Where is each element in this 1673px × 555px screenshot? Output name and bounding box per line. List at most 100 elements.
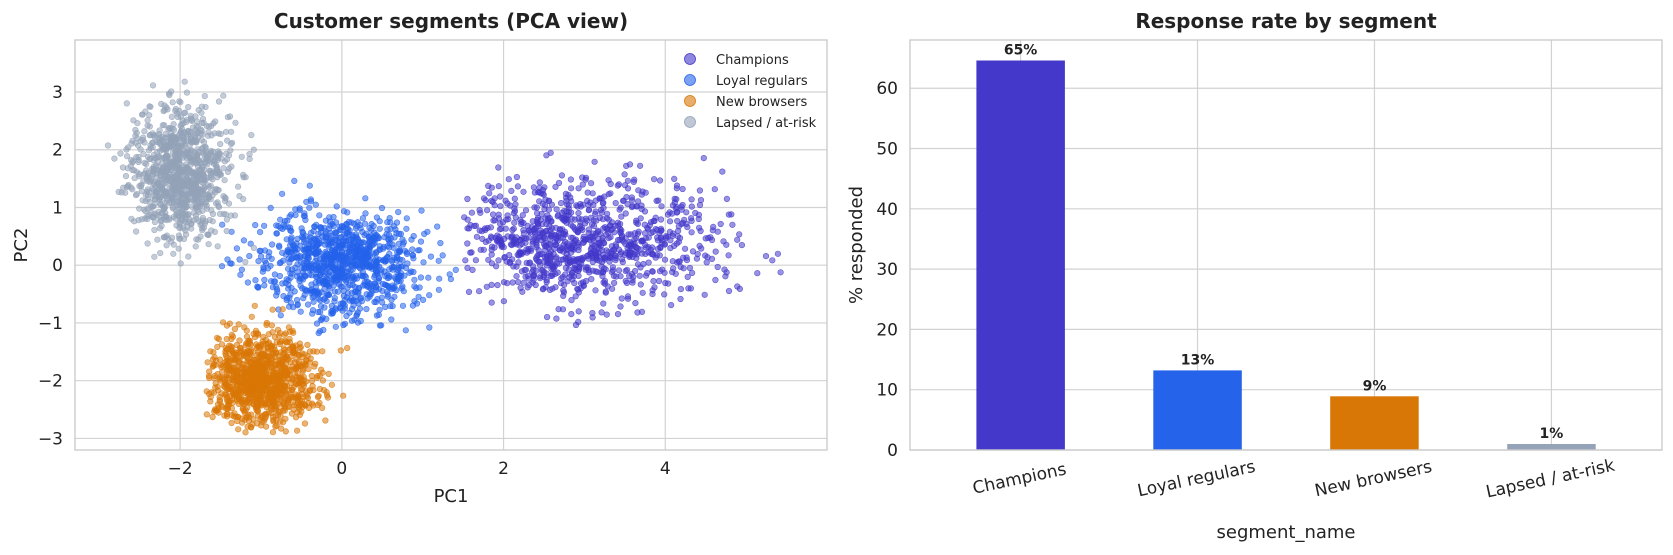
scatter-point [636,272,643,279]
scatter-point [304,254,311,261]
scatter-point [464,216,471,223]
scatter-point [337,304,344,311]
scatter-point [343,278,350,286]
scatter-point [597,206,605,213]
scatter-point [277,377,284,384]
scatter-point [150,203,157,210]
bar-panel: 0 10 20 30 40 50 60 Champions Loyal regulars New… [846,9,1663,543]
scatter-point [540,272,548,279]
scatter-point [362,210,369,217]
scatter-point [223,227,230,235]
scatter-point [592,210,599,217]
scatter-point [673,196,680,203]
scatter-point [446,271,453,278]
scatter-point [192,243,199,250]
scatter-point [725,287,733,295]
scatter-x-ticks: −2 0 2 4 [168,459,671,479]
scatter-point [276,330,284,337]
scatter-point [211,354,218,361]
scatter-point [287,359,294,366]
bar-data-label: 1% [1540,426,1564,442]
scatter-point [603,247,610,254]
scatter-point [123,146,130,153]
scatter-point [514,279,522,286]
scatter-point [159,122,166,129]
scatter-point [362,195,369,202]
legend-marker [684,95,696,107]
scatter-point [146,132,153,139]
scatter-point [536,179,543,186]
scatter-point [435,257,442,264]
scatter-point [248,313,255,320]
scatter-point [549,285,556,292]
scatter-point [236,337,243,344]
scatter-point [512,237,519,244]
scatter-point [696,201,704,209]
scatter-point [261,257,268,265]
scatter-point [357,225,364,232]
scatter-point [452,266,459,274]
scatter-point [671,175,678,182]
scatter-point [301,291,308,298]
scatter-point [605,191,612,198]
scatter-point [365,234,373,241]
scatter-point [552,183,559,190]
scatter-point [408,236,415,243]
scatter-point [368,221,375,228]
scatter-point [203,411,210,418]
scatter-point [162,233,169,241]
scatter-y-tick-label: −1 [38,314,63,334]
scatter-point [160,155,168,162]
scatter-point [174,144,181,151]
scatter-point [311,293,318,300]
scatter-point [536,275,544,282]
scatter-point [232,119,239,126]
scatter-point [147,145,154,152]
scatter-point [701,291,708,298]
scatter-point [286,213,293,220]
scatter-point [215,148,222,155]
scatter-point [344,209,351,216]
scatter-point [636,162,644,169]
scatter-point [316,372,323,379]
scatter-point [214,243,221,250]
scatter-point [209,413,216,421]
scatter-point [348,317,356,324]
scatter-point [154,236,161,243]
scatter-point [619,259,626,266]
scatter-point [132,126,139,134]
scatter-point [198,109,205,116]
scatter-point [418,207,425,214]
scatter-point [688,229,695,236]
scatter-point [591,247,598,254]
scatter-point [658,227,665,234]
scatter-point [348,289,356,297]
scatter-point [256,357,263,364]
scatter-point [294,427,301,434]
scatter-point [349,306,356,313]
scatter-point [647,219,655,226]
scatter-point [359,273,366,280]
scatter-point [210,349,217,356]
scatter-point [490,211,497,218]
scatter-point [376,246,383,253]
scatter-point [352,251,359,258]
scatter-point [520,230,528,237]
scatter-point [645,234,652,241]
legend-label: Champions [716,53,789,68]
scatter-point [434,223,441,230]
scatter-point [386,274,393,281]
scatter-point [246,155,253,162]
scatter-point [522,207,530,214]
scatter-point [674,209,681,216]
scatter-point [123,100,130,107]
scatter-point [543,314,551,321]
scatter-point [769,257,776,264]
scatter-point [491,217,499,224]
scatter-point [142,207,149,215]
scatter-point [504,200,511,207]
scatter-point [159,160,166,167]
scatter-point [198,119,206,126]
scatter-x-tick-label: 4 [660,459,671,479]
scatter-point [214,343,221,351]
